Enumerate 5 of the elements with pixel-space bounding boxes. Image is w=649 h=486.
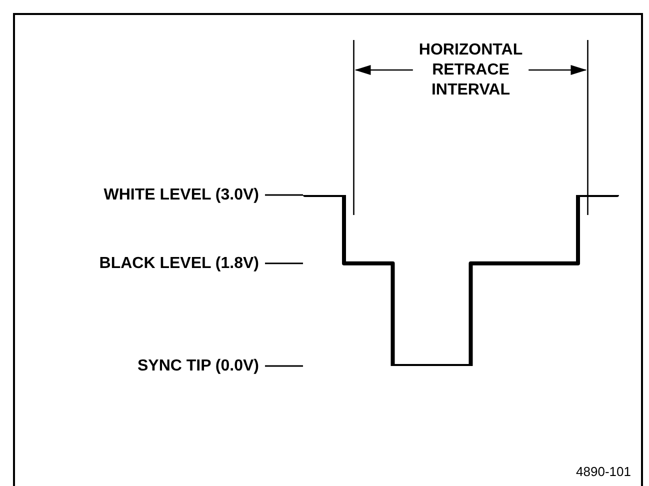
text: 4890-101 xyxy=(576,464,631,479)
text: HORIZONTAL RETRACE INTERVAL xyxy=(418,41,523,98)
y-tick-label: SYNC TIP (0.0V) xyxy=(137,357,259,374)
y-tick-label: BLACK LEVEL (1.8V) xyxy=(99,254,259,272)
y-tick-label: WHITE LEVEL (3.0V) xyxy=(104,186,259,204)
